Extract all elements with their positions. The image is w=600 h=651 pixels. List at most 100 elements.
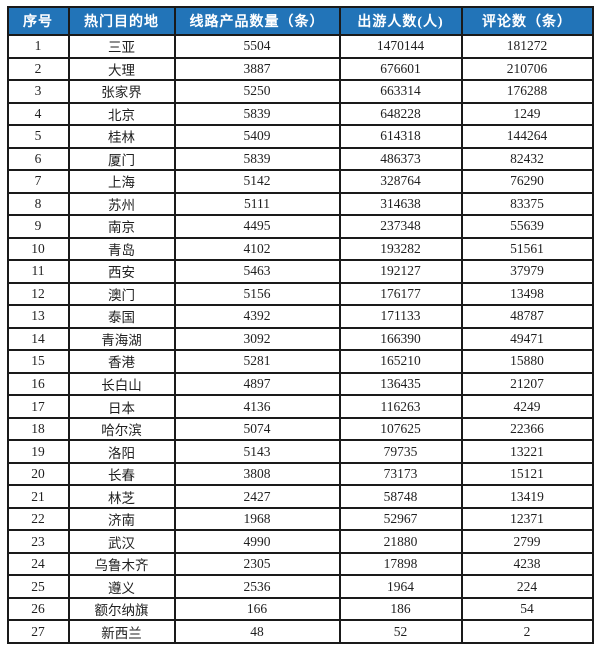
table-cell: 1964 (338, 574, 463, 599)
table-row: 2 大理 3887 676601 210706 (6, 56, 594, 82)
table-cell: 11 (6, 259, 70, 284)
table-row: 16 长白山 4897 136435 21207 (6, 371, 594, 397)
table-row: 7 上海 5142 328764 76290 (6, 169, 594, 194)
table-row: 10 青岛 4102 193282 51561 (6, 236, 594, 262)
table-cell: 13498 (460, 281, 594, 307)
table-cell: 5504 (173, 34, 341, 59)
table-cell: 614318 (338, 124, 463, 149)
table-cell: 116263 (338, 394, 463, 419)
table-cell: 9 (6, 214, 70, 239)
table-cell: 48 (173, 619, 341, 644)
table-cell: 大理 (67, 56, 176, 82)
table-row: 3 张家界 5250 663314 176288 (6, 79, 594, 104)
table-cell: 乌鲁木齐 (67, 551, 176, 577)
table-cell: 49471 (460, 326, 594, 352)
table-cell: 13221 (460, 439, 594, 464)
table-cell: 176177 (338, 281, 463, 307)
table-cell: 16 (6, 371, 70, 397)
table-cell: 5839 (173, 146, 341, 172)
table-cell: 15 (6, 349, 70, 374)
table-cell: 5409 (173, 124, 341, 149)
table-cell: 3 (6, 79, 70, 104)
table-row: 27 新西兰 48 52 2 (6, 619, 594, 644)
table-cell: 4136 (173, 394, 341, 419)
table-cell: 22366 (460, 416, 594, 442)
table-cell: 1249 (460, 101, 594, 127)
table-body: 1 三亚 5504 1470144 181272 2 大理 3887 676601 210706 3… (6, 34, 594, 644)
hot-destinations-table: 序号 热门目的地 线路产品数量（条） 出游人数(人) 评论数（条） 1 三亚 5504 147… (6, 6, 594, 644)
table-cell: 5463 (173, 259, 341, 284)
table-cell: 13 (6, 304, 70, 329)
table-row: 1 三亚 5504 1470144 181272 (6, 34, 594, 59)
table-cell: 林芝 (67, 484, 176, 509)
table-cell: 14 (6, 326, 70, 352)
table-cell: 181272 (460, 34, 594, 59)
table-cell: 663314 (338, 79, 463, 104)
table-cell: 15121 (460, 461, 594, 487)
table-row: 11 西安 5463 192127 37979 (6, 259, 594, 284)
table-cell: 泰国 (67, 304, 176, 329)
table-cell: 314638 (338, 191, 463, 217)
table-cell: 2799 (460, 529, 594, 554)
table-cell: 5111 (173, 191, 341, 217)
table-cell: 1 (6, 34, 70, 59)
table-cell: 4897 (173, 371, 341, 397)
table-row: 4 北京 5839 648228 1249 (6, 101, 594, 127)
table-cell: 83375 (460, 191, 594, 217)
table-cell: 27 (6, 619, 70, 644)
table-cell: 西安 (67, 259, 176, 284)
column-header-2: 线路产品数量（条） (173, 6, 341, 36)
table-cell: 济南 (67, 506, 176, 532)
table-cell: 13419 (460, 484, 594, 509)
table-row: 15 香港 5281 165210 15880 (6, 349, 594, 374)
table-row: 22 济南 1968 52967 12371 (6, 506, 594, 532)
table-cell: 7 (6, 169, 70, 194)
table-cell: 2427 (173, 484, 341, 509)
table-cell: 5074 (173, 416, 341, 442)
table-cell: 79735 (338, 439, 463, 464)
table-cell: 澳门 (67, 281, 176, 307)
table-row: 14 青海湖 3092 166390 49471 (6, 326, 594, 352)
table-cell: 328764 (338, 169, 463, 194)
table-cell: 176288 (460, 79, 594, 104)
table-cell: 桂林 (67, 124, 176, 149)
table-cell: 21207 (460, 371, 594, 397)
table-cell: 4249 (460, 394, 594, 419)
table-cell: 长白山 (67, 371, 176, 397)
table-row: 6 厦门 5839 486373 82432 (6, 146, 594, 172)
table-cell: 192127 (338, 259, 463, 284)
table-cell: 21 (6, 484, 70, 509)
table-cell: 4990 (173, 529, 341, 554)
table-cell: 北京 (67, 101, 176, 127)
table-cell: 224 (460, 574, 594, 599)
table-cell: 24 (6, 551, 70, 577)
table-cell: 17898 (338, 551, 463, 577)
table-cell: 青海湖 (67, 326, 176, 352)
table-cell: 58748 (338, 484, 463, 509)
table-cell: 3808 (173, 461, 341, 487)
table-cell: 4495 (173, 214, 341, 239)
table-cell: 上海 (67, 169, 176, 194)
table-cell: 55639 (460, 214, 594, 239)
column-header-3: 出游人数(人) (338, 6, 463, 36)
table-row: 23 武汉 4990 21880 2799 (6, 529, 594, 554)
table-cell: 5250 (173, 79, 341, 104)
table-cell: 166390 (338, 326, 463, 352)
table-cell: 37979 (460, 259, 594, 284)
table-cell: 82432 (460, 146, 594, 172)
table-cell: 51561 (460, 236, 594, 262)
table-cell: 3092 (173, 326, 341, 352)
table-cell: 26 (6, 596, 70, 622)
table-cell: 676601 (338, 56, 463, 82)
table-cell: 2 (460, 619, 594, 644)
table-cell: 5143 (173, 439, 341, 464)
table-cell: 12371 (460, 506, 594, 532)
table-cell: 武汉 (67, 529, 176, 554)
column-header-0: 序号 (6, 6, 70, 36)
column-header-1: 热门目的地 (67, 6, 176, 36)
table-cell: 12 (6, 281, 70, 307)
table-cell: 186 (338, 596, 463, 622)
table-cell: 25 (6, 574, 70, 599)
table-cell: 210706 (460, 56, 594, 82)
table-cell: 22 (6, 506, 70, 532)
